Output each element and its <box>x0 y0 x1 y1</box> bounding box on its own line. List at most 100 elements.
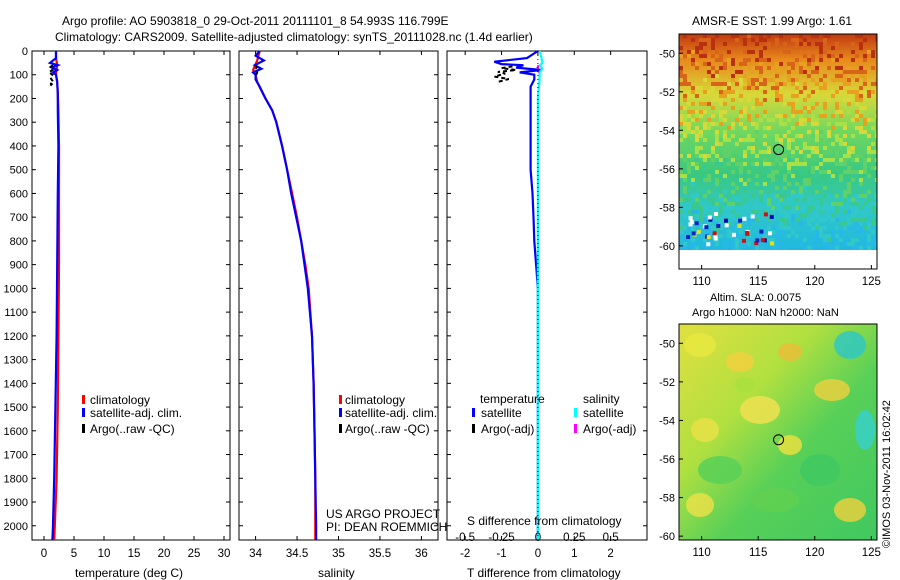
sst-cell <box>859 190 863 194</box>
sst-cell <box>875 210 877 214</box>
sst-cell <box>731 98 735 102</box>
sst-cell <box>847 190 851 194</box>
sst-speckle <box>737 223 742 228</box>
sst-cell <box>771 174 775 178</box>
sst-cell <box>815 66 819 70</box>
sst-cell <box>723 246 727 250</box>
sst-cell <box>703 218 707 222</box>
sst-cell <box>699 38 703 42</box>
sst-cell <box>735 182 739 186</box>
sst-cell <box>699 206 703 210</box>
sst-cell <box>863 122 867 126</box>
sst-cell <box>691 210 695 214</box>
sst-cell <box>691 102 695 106</box>
sst-cell <box>819 154 823 158</box>
sst-cell <box>795 78 799 82</box>
sst-cell <box>755 162 759 166</box>
sst-cell <box>687 166 691 170</box>
sst-cell <box>743 162 747 166</box>
sst-cell <box>723 70 727 74</box>
sst-cell <box>839 238 843 242</box>
sst-cell <box>859 154 863 158</box>
sst-cell <box>779 94 783 98</box>
sst-cell <box>771 66 775 70</box>
sst-cell <box>863 70 867 74</box>
sst-cell <box>799 222 803 226</box>
sst-cell <box>719 210 723 214</box>
sst-cell <box>719 122 723 126</box>
sst-cell <box>763 82 767 86</box>
sst-cell <box>727 62 731 66</box>
sst-cell <box>835 138 839 142</box>
sst-cell <box>795 218 799 222</box>
sst-cell <box>863 162 867 166</box>
sst-cell <box>767 162 771 166</box>
sst-cell <box>763 98 767 102</box>
sst-cell <box>835 246 839 250</box>
sst-cell <box>779 162 783 166</box>
sst-cell <box>795 98 799 102</box>
sst-cell <box>739 170 743 174</box>
sst-cell <box>695 210 699 214</box>
sst-cell <box>723 134 727 138</box>
sst-cell <box>755 78 759 82</box>
sst-cell <box>707 198 711 202</box>
sst-cell <box>747 34 751 38</box>
sst-cell <box>683 190 687 194</box>
sst-cell <box>739 174 743 178</box>
sst-cell <box>735 70 739 74</box>
sst-cell <box>839 138 843 142</box>
sst-cell <box>807 198 811 202</box>
sst-cell <box>807 74 811 78</box>
sst-cell <box>747 50 751 54</box>
sst-cell <box>763 94 767 98</box>
sst-cell <box>703 178 707 182</box>
sst-cell <box>767 210 771 214</box>
sst-cell <box>731 182 735 186</box>
sst-cell <box>783 186 787 190</box>
sla-blob <box>814 379 850 401</box>
sst-cell <box>783 226 787 230</box>
sst-cell <box>751 86 755 90</box>
sst-cell <box>703 54 707 58</box>
sst-cell <box>791 138 795 142</box>
sst-cell <box>739 122 743 126</box>
sst-cell <box>691 246 695 250</box>
sst-cell <box>755 86 759 90</box>
sst-cell <box>775 90 779 94</box>
depth-tick-label: 1900 <box>4 497 28 509</box>
sst-cell <box>835 150 839 154</box>
sst-cell <box>699 210 703 214</box>
legend-label-s-satellite: satellite <box>583 406 624 420</box>
sst-cell <box>707 74 711 78</box>
sst-cell <box>867 222 871 226</box>
sst-cell <box>875 166 877 170</box>
sst-cell <box>875 134 877 138</box>
sst-cell <box>723 170 727 174</box>
sst-cell <box>847 66 851 70</box>
temperature-x-label: temperature (deg C) <box>75 566 183 580</box>
sst-cell <box>851 118 855 122</box>
sst-cell <box>787 138 791 142</box>
sst-cell <box>787 62 791 66</box>
sst-cell <box>847 166 851 170</box>
map-y-tick-label: -52 <box>659 87 675 99</box>
sst-cell <box>695 246 699 250</box>
sst-cell <box>719 90 723 94</box>
sst-cell <box>743 242 747 246</box>
sst-cell <box>859 114 863 118</box>
sst-cell <box>859 74 863 78</box>
sst-cell <box>843 78 847 82</box>
legend-swatch-argo <box>82 424 85 433</box>
sst-speckle <box>745 231 750 236</box>
sst-cell <box>783 134 787 138</box>
sst-cell <box>695 118 699 122</box>
sst-cell <box>775 42 779 46</box>
sst-cell <box>783 210 787 214</box>
sst-cell <box>799 122 803 126</box>
sst-speckle <box>750 214 755 219</box>
sst-cell <box>763 110 767 114</box>
sst-speckle <box>691 231 696 236</box>
sst-cell <box>707 122 711 126</box>
legend-label-satellite: satellite-adj. clim. <box>345 406 437 420</box>
